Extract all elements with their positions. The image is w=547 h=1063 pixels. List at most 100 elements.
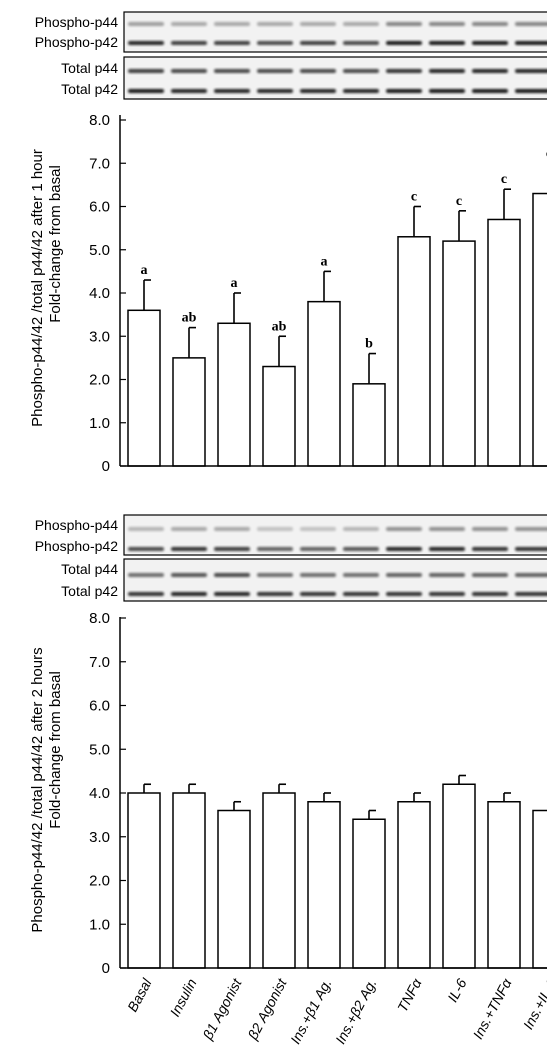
blot-band [257, 547, 293, 551]
blot-band [257, 89, 293, 93]
blot-band [472, 592, 508, 596]
y-tick-label: 1.0 [89, 415, 110, 432]
blot-top-phospho: Phospho-p44 Phospho-p42 [35, 11, 547, 53]
blot-label: Phospho-p42 [35, 538, 119, 554]
significance-letter: a [231, 276, 238, 291]
blot-band [515, 69, 547, 73]
blot-band [472, 547, 508, 551]
blot-band [386, 22, 422, 26]
blot-band [300, 527, 336, 531]
bar [172, 792, 206, 969]
bar [352, 818, 386, 969]
blot-band [128, 527, 164, 531]
blot-band [257, 69, 293, 73]
y-axis-title: Phospho-p44/42 /total p44/42 after 2 hou… [29, 647, 46, 932]
y-axis-subtitle: Fold-change from basal [47, 671, 64, 829]
y-tick-label: 2.0 [89, 873, 110, 890]
bar [307, 801, 341, 969]
blot-band [343, 592, 379, 596]
blot-band [128, 573, 164, 577]
bar [172, 357, 206, 467]
bar [442, 783, 476, 969]
blot-band [343, 69, 379, 73]
x-tick-label: Basal [124, 975, 155, 1014]
blot-band [171, 573, 207, 577]
blot-band [429, 547, 465, 551]
significance-letter: ab [272, 319, 287, 334]
blot-bands [128, 573, 547, 596]
blot-band [257, 573, 293, 577]
bar [127, 792, 161, 969]
blot-band [429, 89, 465, 93]
blot-band [472, 41, 508, 45]
bar [352, 383, 386, 467]
blot-band [257, 527, 293, 531]
blot-band [214, 69, 250, 73]
blot-band [429, 527, 465, 531]
bar [397, 801, 431, 969]
x-tick-labels: Basal Insulin β1 Agonist β2 AgonistIns.+β1 … [124, 975, 547, 1047]
blot-band [343, 22, 379, 26]
blot-label: Total p42 [61, 81, 118, 97]
blot-bands [128, 527, 547, 551]
blot-band [472, 22, 508, 26]
significance-letter: a [321, 254, 328, 269]
y-axis-title: Phospho-p44/42 /total p44/42 after 1 hou… [29, 149, 46, 427]
bar [217, 809, 251, 969]
y-ticks: 8.0 7.0 6.0 5.0 4.0 3.0 2.0 1.0 0 [89, 112, 126, 475]
bar [262, 792, 296, 969]
blot-band [300, 22, 336, 26]
blot-band [214, 89, 250, 93]
blot-top-total: Total p44 Total p42 [61, 56, 547, 100]
blot-bottom-phospho: Phospho-p44 Phospho-p42 [35, 514, 547, 556]
x-tick-label: Insulin [167, 976, 200, 1019]
blot-band [171, 69, 207, 73]
significance-letter: c [546, 146, 547, 161]
blot-label: Phospho-p44 [35, 14, 119, 30]
significance-letter: c [411, 190, 417, 205]
blot-label: Total p42 [61, 583, 118, 599]
blot-band [128, 41, 164, 45]
y-tick-label: 4.0 [89, 785, 110, 802]
blot-band [515, 592, 547, 596]
significance-letter: c [456, 194, 462, 209]
blot-band [343, 41, 379, 45]
blot-band [515, 41, 547, 45]
blot-band [343, 527, 379, 531]
y-ticks: 8.0 7.0 6.0 5.0 4.0 3.0 2.0 1.0 0 [89, 610, 126, 977]
bar [397, 236, 431, 467]
blot-band [386, 69, 422, 73]
blot-band [300, 69, 336, 73]
y-tick-label: 5.0 [89, 242, 110, 259]
y-tick-label: 1.0 [89, 916, 110, 933]
blot-band [128, 547, 164, 551]
blot-band [515, 547, 547, 551]
blot-band [343, 547, 379, 551]
blot-bands [128, 22, 547, 45]
x-tick-label: β1 Agonist [199, 975, 245, 1043]
blot-band [128, 592, 164, 596]
blot-band [171, 89, 207, 93]
blot-band [257, 41, 293, 45]
blot-band [515, 527, 547, 531]
blot-band [300, 592, 336, 596]
bars [127, 774, 547, 969]
y-tick-label: 8.0 [89, 610, 110, 627]
bar [442, 240, 476, 467]
blot-band [300, 573, 336, 577]
y-tick-label: 5.0 [89, 741, 110, 758]
y-tick-label: 6.0 [89, 698, 110, 715]
y-tick-label: 4.0 [89, 285, 110, 302]
y-tick-label: 7.0 [89, 654, 110, 671]
bar [487, 218, 521, 467]
bar [532, 192, 547, 467]
blot-label: Phospho-p44 [35, 517, 119, 533]
blot-band [472, 89, 508, 93]
blot-band [515, 22, 547, 26]
blot-band [300, 41, 336, 45]
bar [487, 801, 521, 969]
blot-band [429, 592, 465, 596]
blot-band [171, 527, 207, 531]
blot-band [472, 527, 508, 531]
